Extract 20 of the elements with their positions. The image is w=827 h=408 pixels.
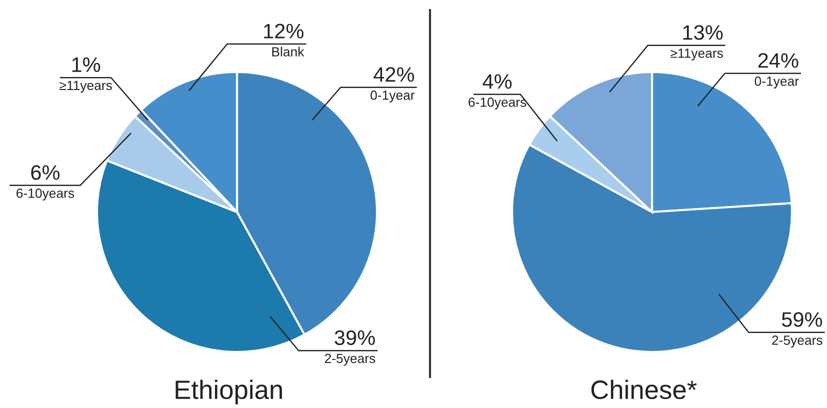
data-label: 24% [758,53,798,68]
data-label: 42% [374,67,414,82]
slice-label: 6-10years [468,98,526,110]
slice-label: 2-5years [772,336,822,348]
slice-label: ≥11years [60,80,112,93]
slice-label: 6-10years [16,188,74,200]
data-label: 1% [72,57,100,72]
slice-label: 2-5years [324,354,376,366]
slice-label: 0-1year [370,90,415,102]
data-label: 4% [482,74,512,89]
text: Ethiopian [176,380,282,404]
slice-label: 0-1year [754,76,799,88]
data-label: 13% [683,25,723,40]
data-label: 59% [782,312,822,327]
data-label: 39% [334,330,375,346]
data-label: 12% [264,24,304,38]
data-label: 6% [31,165,60,180]
slice-label: Blank [272,46,304,56]
text: Chinese* [591,380,697,400]
slice-label: ≥11years [670,48,723,60]
